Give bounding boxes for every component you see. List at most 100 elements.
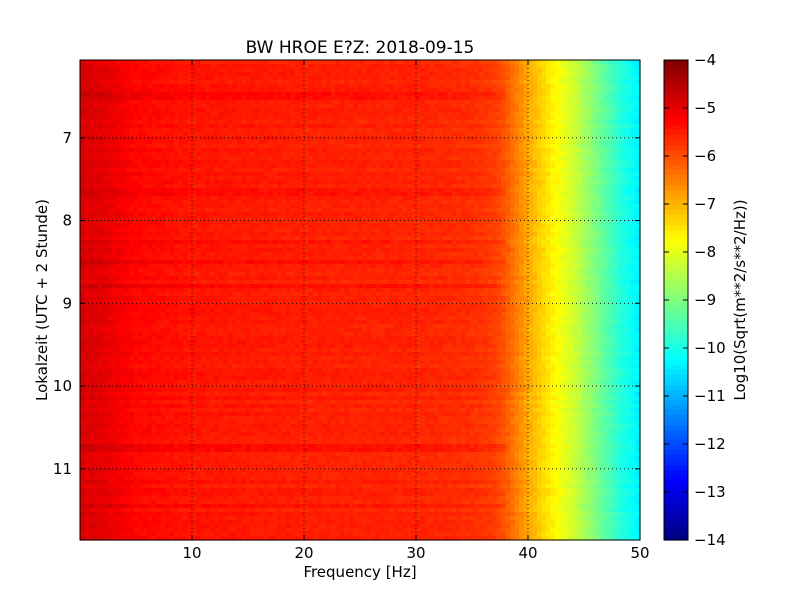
heatmap-cell bbox=[102, 156, 108, 161]
heatmap-cell bbox=[635, 180, 641, 185]
heatmap-cell bbox=[295, 124, 301, 129]
heatmap-cell bbox=[312, 68, 319, 73]
heatmap-cell bbox=[330, 80, 336, 85]
heatmap-cell bbox=[259, 136, 265, 141]
heatmap-cell bbox=[196, 72, 202, 77]
heatmap-cell bbox=[563, 80, 569, 85]
heatmap-cell bbox=[169, 112, 175, 117]
heatmap-cell bbox=[308, 184, 314, 189]
heatmap-cell bbox=[120, 176, 126, 181]
heatmap-cell bbox=[536, 192, 543, 197]
heatmap-cell bbox=[200, 108, 207, 113]
heatmap-cell bbox=[102, 136, 108, 141]
heatmap-cell bbox=[268, 176, 274, 181]
heatmap-cell bbox=[308, 212, 314, 217]
heatmap-cell bbox=[142, 196, 148, 201]
heatmap-cell bbox=[84, 80, 90, 85]
heatmap-cell bbox=[120, 60, 126, 65]
heatmap-cell bbox=[528, 96, 534, 101]
heatmap-cell bbox=[550, 204, 556, 209]
heatmap-cell bbox=[295, 112, 301, 117]
heatmap-cell bbox=[209, 132, 215, 137]
heatmap-cell bbox=[371, 128, 377, 133]
heatmap-cell bbox=[505, 104, 511, 109]
heatmap-cell bbox=[438, 76, 444, 81]
heatmap-cell bbox=[572, 192, 578, 197]
heatmap-cell bbox=[483, 76, 489, 81]
heatmap-cell bbox=[586, 68, 592, 73]
heatmap-cell bbox=[433, 148, 439, 153]
heatmap-cell bbox=[272, 88, 278, 93]
heatmap-cell bbox=[568, 112, 574, 117]
heatmap-cell bbox=[214, 184, 220, 189]
heatmap-cell bbox=[586, 116, 592, 121]
heatmap-cell bbox=[93, 152, 99, 157]
heatmap-cell bbox=[626, 148, 632, 153]
heatmap-cell bbox=[550, 212, 556, 217]
heatmap-cell bbox=[290, 60, 296, 65]
heatmap-cell bbox=[317, 144, 323, 149]
heatmap-cell bbox=[523, 144, 529, 149]
heatmap-cell bbox=[236, 136, 242, 141]
heatmap-cell bbox=[577, 204, 583, 209]
heatmap-cell bbox=[501, 84, 507, 89]
heatmap-cell bbox=[295, 60, 301, 65]
heatmap-cell bbox=[505, 108, 511, 113]
heatmap-cell bbox=[129, 76, 135, 81]
heatmap-cell bbox=[93, 164, 99, 169]
heatmap-cell bbox=[205, 192, 211, 197]
heatmap-cell bbox=[384, 196, 390, 201]
heatmap-cell bbox=[420, 72, 426, 77]
heatmap-cell bbox=[290, 112, 296, 117]
heatmap-cell bbox=[613, 108, 619, 113]
heatmap-cell bbox=[371, 104, 377, 109]
heatmap-cell bbox=[330, 168, 336, 173]
heatmap-cell bbox=[532, 212, 538, 217]
heatmap-cell bbox=[326, 188, 332, 193]
heatmap-cell bbox=[295, 172, 301, 177]
heatmap-cell bbox=[407, 76, 413, 81]
heatmap-cell bbox=[344, 196, 350, 201]
heatmap-cell bbox=[133, 136, 139, 141]
heatmap-cell bbox=[178, 132, 184, 137]
heatmap-cell bbox=[429, 88, 435, 93]
heatmap-cell bbox=[554, 180, 560, 185]
heatmap-cell bbox=[236, 80, 242, 85]
heatmap-cell bbox=[380, 184, 386, 189]
heatmap-cell bbox=[330, 64, 336, 69]
heatmap-cell bbox=[384, 216, 390, 221]
heatmap-cell bbox=[326, 200, 332, 205]
heatmap-cell bbox=[178, 128, 184, 133]
heatmap-cell bbox=[496, 204, 502, 209]
heatmap-cell bbox=[563, 100, 569, 105]
heatmap-cell bbox=[510, 140, 516, 145]
heatmap-cell bbox=[532, 64, 538, 69]
heatmap-cell bbox=[420, 168, 426, 173]
heatmap-cell bbox=[335, 60, 341, 65]
heatmap-cell bbox=[398, 64, 404, 69]
heatmap-cell bbox=[174, 116, 180, 121]
heatmap-cell bbox=[263, 132, 269, 137]
heatmap-cell bbox=[447, 184, 453, 189]
heatmap-cell bbox=[563, 60, 569, 65]
heatmap-cell bbox=[604, 104, 610, 109]
heatmap-cell bbox=[362, 200, 368, 205]
heatmap-cell bbox=[375, 72, 381, 77]
heatmap-cell bbox=[371, 68, 377, 73]
heatmap-cell bbox=[617, 140, 623, 145]
heatmap-cell bbox=[183, 96, 189, 101]
heatmap-cell bbox=[581, 148, 587, 153]
heatmap-cell bbox=[528, 156, 534, 161]
heatmap-cell bbox=[295, 192, 301, 197]
heatmap-cell bbox=[348, 204, 354, 209]
heatmap-cell bbox=[218, 96, 224, 101]
heatmap-cell bbox=[433, 168, 439, 173]
heatmap-cell bbox=[84, 208, 90, 213]
heatmap-cell bbox=[460, 156, 466, 161]
heatmap-cell bbox=[595, 96, 601, 101]
heatmap-cell bbox=[348, 84, 354, 89]
heatmap-cell bbox=[411, 60, 417, 65]
heatmap-cell bbox=[599, 136, 605, 141]
heatmap-cell bbox=[528, 60, 534, 65]
heatmap-cell bbox=[254, 140, 260, 145]
